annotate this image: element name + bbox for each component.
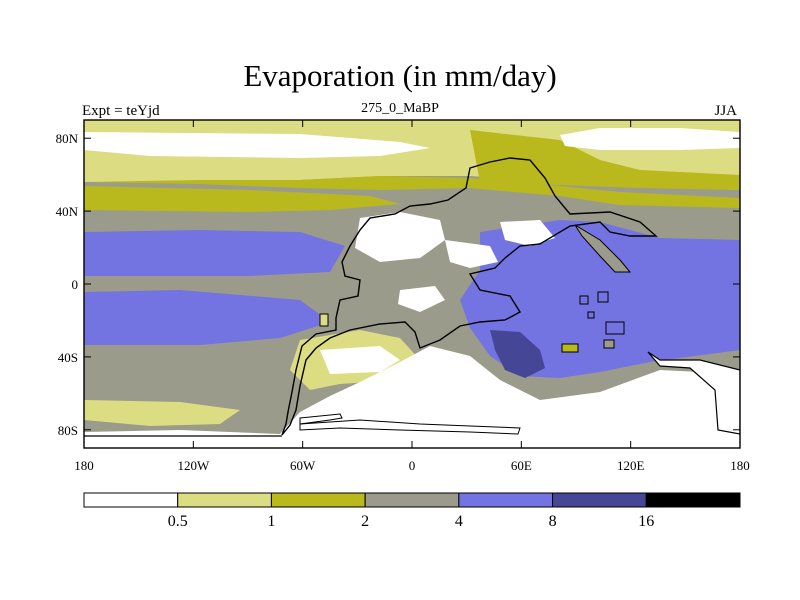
colorbar: 0.5 1 2 4 8 16 (83, 492, 741, 530)
antarctic-ridge-line (299, 413, 343, 425)
field-arctic-white-east (560, 128, 740, 150)
island-east-1 (579, 295, 589, 305)
lon-tick-label: 60W (290, 458, 316, 473)
field-desert-white-north (355, 212, 445, 262)
colorbar-label: 4 (455, 513, 463, 530)
colorbar-swatch (552, 492, 647, 508)
field-north-tropic-blue (84, 230, 345, 276)
field-desert-white-equator (398, 286, 445, 312)
continent-outline (281, 157, 658, 436)
field-south-white-patch (320, 346, 400, 374)
colorbar-swatch (364, 492, 460, 508)
season-label: JJA (714, 103, 737, 119)
island-east-3 (605, 321, 625, 335)
antarctic-shelf-line (299, 419, 521, 435)
island-east-5 (603, 339, 615, 349)
latitude-ticks: 80N 40N 0 40S 80S (56, 131, 740, 438)
lat-tick-label: 80S (58, 423, 78, 438)
island-west (319, 313, 329, 327)
colorbar-label: 8 (549, 513, 557, 530)
period-label: 275_0_MaBP (361, 101, 439, 116)
lat-tick-label: 40N (56, 204, 79, 219)
lon-tick-label: 60E (511, 458, 532, 473)
field-north-olive-ocean (84, 186, 400, 212)
colorbar-label: 1 (267, 513, 275, 530)
southeast-landmass (647, 351, 740, 435)
colorbar-swatch (645, 492, 741, 508)
colorbar-label: 2 (361, 513, 369, 530)
lat-tick-label: 80N (56, 131, 79, 146)
map-field-layers (84, 120, 740, 448)
island-east-6 (587, 311, 595, 319)
colorbar-swatch (458, 492, 554, 508)
field-arctic-white (84, 132, 430, 158)
field-antarctic-white (84, 346, 740, 448)
lon-tick-label: 120E (617, 458, 645, 473)
colorbar-swatch (83, 492, 179, 508)
longitude-ticks: 180 120W 60W 0 60E 120E 180 (74, 120, 750, 473)
field-desert-white-mid (445, 240, 498, 268)
lon-tick-label: 180 (74, 458, 94, 473)
field-south-tropic-blue (84, 290, 330, 345)
lon-tick-label: 120W (177, 458, 210, 473)
coastline-group (84, 157, 740, 437)
lat-tick-label: 40S (58, 350, 78, 365)
island-east-4 (561, 343, 579, 353)
lon-tick-label: 0 (409, 458, 416, 473)
colorbar-swatch (270, 492, 366, 508)
colorbar-swatch (177, 492, 272, 508)
field-dark-blue-patch (490, 330, 545, 378)
field-north-olive-east (470, 130, 740, 190)
field-north-olive (84, 176, 740, 208)
colorbar-label: 0.5 (168, 513, 188, 530)
field-south-ocean-yellow (84, 400, 240, 426)
lat-tick-label: 0 (72, 277, 79, 292)
lon-tick-label: 180 (730, 458, 750, 473)
plot-title: Evaporation (in mm/day) (243, 58, 557, 93)
island-east-2 (597, 291, 609, 303)
experiment-label: Expt = teYjd (82, 103, 160, 119)
peninsula-east (574, 224, 632, 273)
field-desert-white-ne (500, 220, 555, 246)
colorbar-label: 16 (638, 513, 654, 530)
